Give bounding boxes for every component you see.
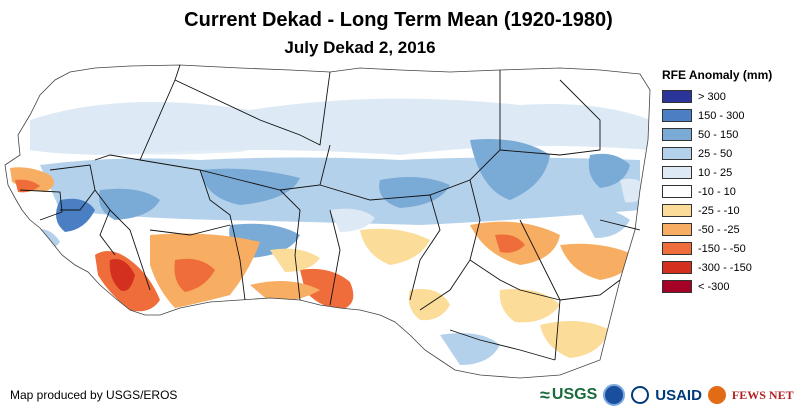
coastline	[4, 64, 651, 379]
legend-label: 50 - 150	[698, 128, 739, 141]
legend-swatch	[662, 90, 692, 103]
usaid-logo-text: USAID	[655, 386, 702, 404]
legend: RFE Anomaly (mm) > 300 150 - 300 50 - 150 2…	[662, 68, 792, 296]
legend-label: -300 - -150	[698, 261, 752, 274]
usgs-logo: ≈ USGS	[540, 386, 597, 404]
anomaly-map	[0, 60, 660, 380]
legend-swatch	[662, 223, 692, 236]
legend-items: > 300 150 - 300 50 - 150 25 - 50 10 - 25 -10 …	[662, 87, 792, 296]
legend-item: -25 - -10	[662, 201, 792, 220]
noaa-seal-icon	[603, 384, 626, 406]
legend-label: -150 - -50	[698, 242, 746, 255]
legend-swatch	[662, 185, 692, 198]
map-title: Current Dekad - Long Term Mean (1920-198…	[184, 9, 613, 31]
legend-swatch	[662, 204, 692, 217]
legend-item: < -300	[662, 277, 792, 296]
anomaly-map-svg	[4, 64, 651, 379]
legend-item: 150 - 300	[662, 106, 792, 125]
legend-label: 25 - 50	[698, 147, 733, 160]
legend-swatch	[662, 166, 692, 179]
credit-text: Map produced by USGS/EROS	[10, 388, 178, 402]
legend-swatch	[662, 261, 692, 274]
legend-swatch	[662, 280, 692, 293]
legend-label: 10 - 25	[698, 166, 733, 179]
legend-item: 10 - 25	[662, 163, 792, 182]
legend-swatch	[662, 128, 692, 141]
legend-label: -50 - -25	[698, 223, 740, 236]
usgs-logo-text: USGS	[551, 386, 598, 403]
usaid-seal-icon	[631, 386, 650, 404]
legend-item: > 300	[662, 87, 792, 106]
legend-label: -25 - -10	[698, 204, 740, 217]
fews-net-logo: FEWS NET	[731, 387, 794, 402]
legend-item: 50 - 150	[662, 125, 792, 144]
legend-swatch	[662, 242, 692, 255]
logo-strip: ≈ USGS USAID FEWS NET	[540, 380, 794, 410]
legend-swatch	[662, 147, 692, 160]
legend-label: 150 - 300	[698, 109, 745, 122]
legend-label: -10 - 10	[698, 185, 736, 198]
legend-label: > 300	[698, 90, 726, 103]
legend-swatch	[662, 109, 692, 122]
fews-net-icon	[707, 386, 726, 404]
legend-label: < -300	[698, 280, 730, 293]
usaid-logo: USAID	[655, 387, 702, 404]
usgs-wave-icon: ≈	[540, 385, 550, 405]
country-borders	[19, 64, 641, 361]
legend-item: -50 - -25	[662, 220, 792, 239]
legend-item: -300 - -150	[662, 258, 792, 277]
legend-item: -10 - 10	[662, 182, 792, 201]
legend-title: RFE Anomaly (mm)	[662, 68, 773, 82]
map-subtitle: July Dekad 2, 2016	[284, 38, 436, 57]
legend-item: -150 - -50	[662, 239, 792, 258]
legend-item: 25 - 50	[662, 144, 792, 163]
anomaly-field	[5, 65, 650, 378]
